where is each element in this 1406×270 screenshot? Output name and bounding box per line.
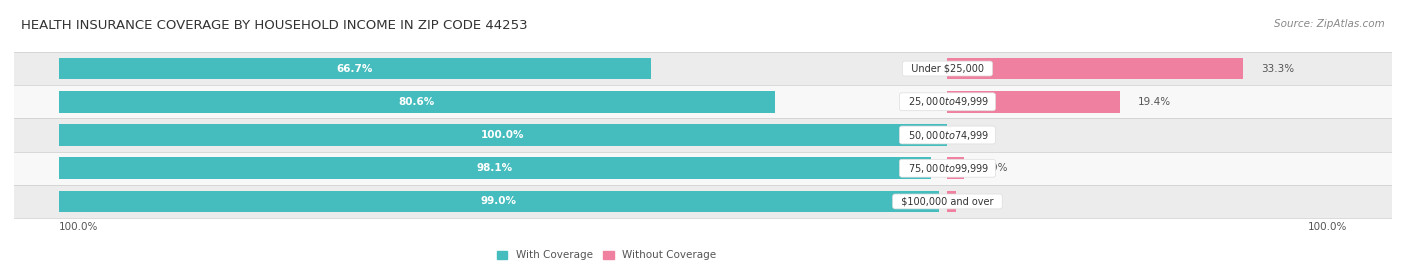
Text: 100.0%: 100.0% — [59, 222, 98, 232]
Text: $50,000 to $74,999: $50,000 to $74,999 — [901, 129, 993, 141]
Text: Source: ZipAtlas.com: Source: ZipAtlas.com — [1274, 19, 1385, 29]
Text: $25,000 to $49,999: $25,000 to $49,999 — [901, 95, 993, 108]
Bar — [14, 118, 1392, 152]
Bar — [948, 91, 1121, 113]
Bar — [948, 191, 956, 212]
Bar — [59, 91, 775, 113]
Text: $75,000 to $99,999: $75,000 to $99,999 — [901, 162, 993, 175]
Text: 66.7%: 66.7% — [337, 63, 373, 73]
Text: 19.4%: 19.4% — [1137, 97, 1171, 107]
Legend: With Coverage, Without Coverage: With Coverage, Without Coverage — [494, 246, 720, 265]
Text: 1.0%: 1.0% — [974, 197, 1001, 207]
Bar — [59, 58, 651, 79]
Text: Under $25,000: Under $25,000 — [905, 63, 990, 73]
Text: 80.6%: 80.6% — [399, 97, 434, 107]
Text: 99.0%: 99.0% — [481, 197, 516, 207]
Bar — [14, 152, 1392, 185]
Bar — [948, 157, 965, 179]
Text: 33.3%: 33.3% — [1261, 63, 1295, 73]
Bar — [59, 157, 931, 179]
Text: HEALTH INSURANCE COVERAGE BY HOUSEHOLD INCOME IN ZIP CODE 44253: HEALTH INSURANCE COVERAGE BY HOUSEHOLD I… — [21, 19, 527, 32]
Bar — [14, 52, 1392, 85]
Bar — [14, 85, 1392, 118]
Text: 100.0%: 100.0% — [1308, 222, 1347, 232]
Text: 98.1%: 98.1% — [477, 163, 513, 173]
Text: 100.0%: 100.0% — [481, 130, 524, 140]
Bar — [59, 124, 948, 146]
Text: 1.9%: 1.9% — [983, 163, 1008, 173]
Text: $100,000 and over: $100,000 and over — [896, 197, 1000, 207]
Bar — [948, 58, 1243, 79]
Bar — [59, 191, 939, 212]
Bar — [14, 185, 1392, 218]
Text: 0.0%: 0.0% — [966, 130, 991, 140]
